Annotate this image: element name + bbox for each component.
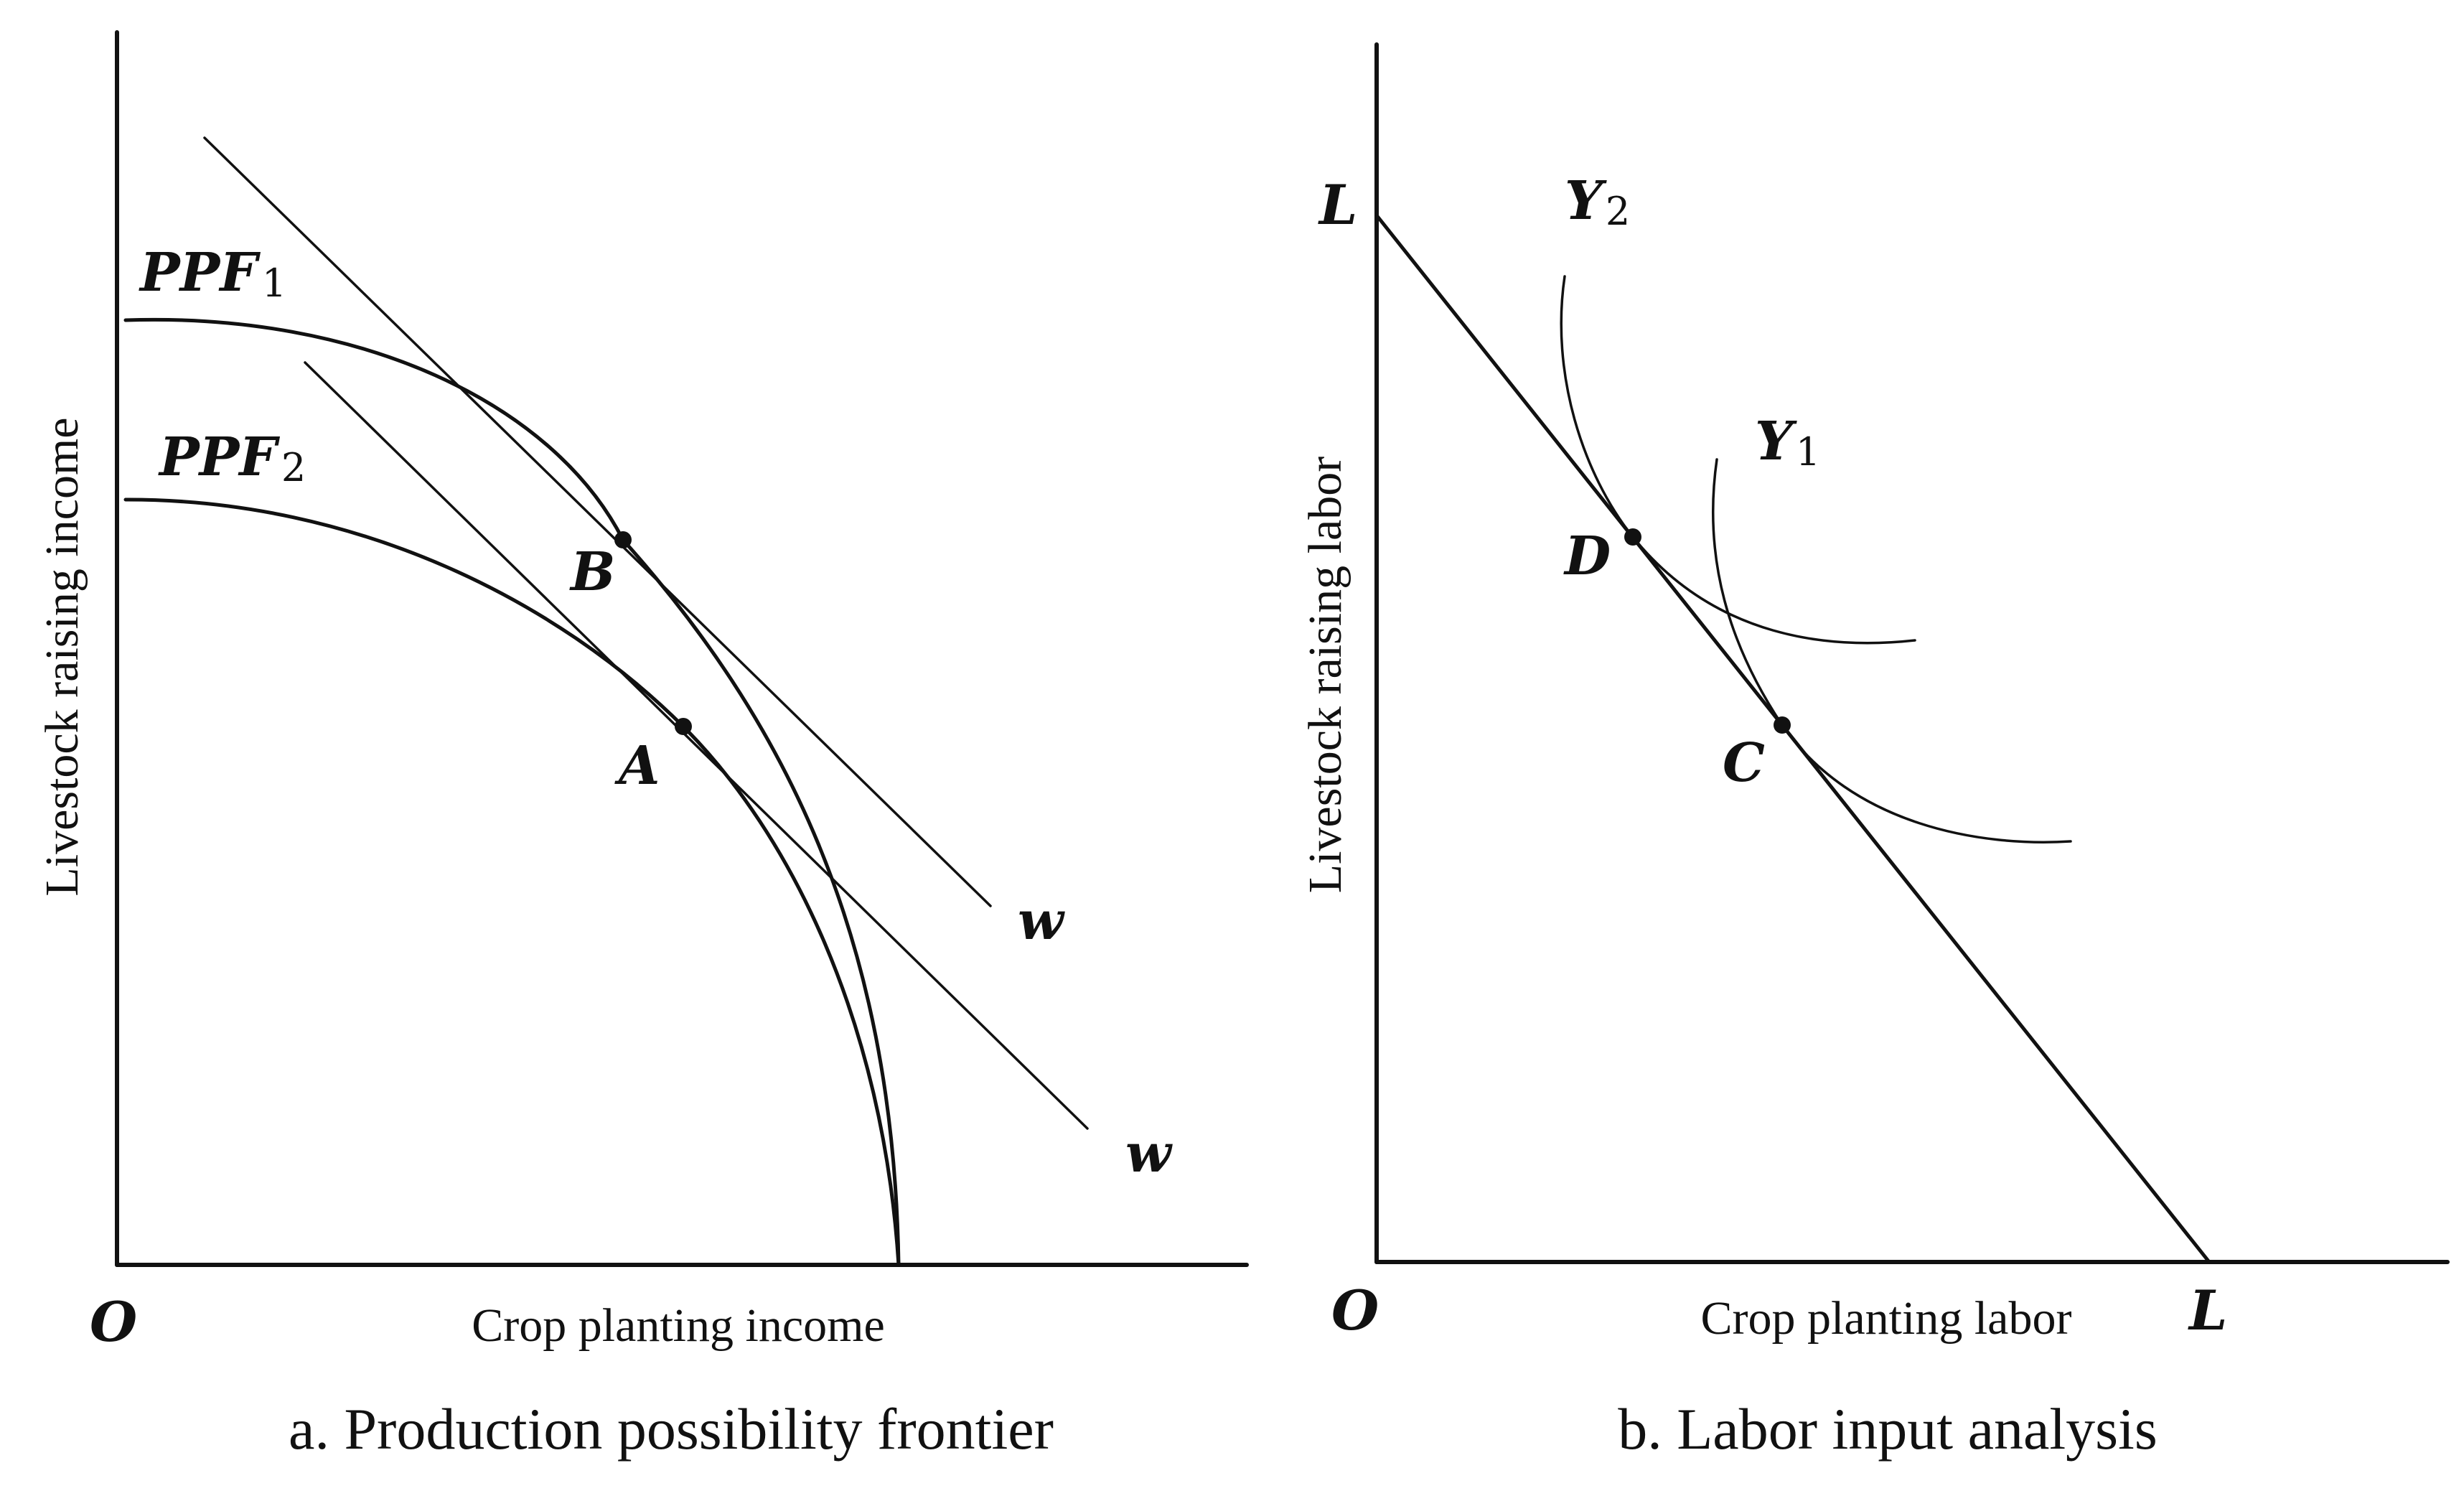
panel-b-y-axis-title: Livestock raising labor: [1299, 457, 1352, 894]
point-a-label: A: [614, 735, 660, 797]
y1-curve: [1712, 458, 2072, 843]
w-line-lower: [304, 361, 1089, 1130]
panel-b-x-axis-title: Crop planting labor: [1701, 1292, 2072, 1345]
point-b-label: B: [569, 541, 616, 603]
ppf1-label: PPF 1: [139, 242, 286, 306]
point-d-marker: [1624, 528, 1641, 546]
panel-a-x-axis-title: Crop planting income: [472, 1299, 885, 1352]
panel-a-y-axis-title: Livestock raising income: [36, 417, 88, 896]
ppf2-curve: [123, 497, 901, 1267]
panel-a: PPF 1 PPF 2 B A w w O Crop planting income…: [36, 30, 1249, 1462]
budget-x-intercept-label: L: [2188, 1279, 2227, 1342]
y2-curve: [1560, 275, 1916, 645]
y2-label: Y2: [1565, 170, 1630, 234]
point-a-marker: [675, 718, 692, 735]
panel-a-origin-label: O: [90, 1290, 137, 1354]
point-c-label: C: [1723, 732, 1765, 794]
panel-b-origin-label: O: [1331, 1279, 1379, 1342]
budget-y-intercept-label: L: [1318, 173, 1357, 237]
panel-b: Y2 Y1 D C L L O Crop planting labor Live…: [1299, 42, 2450, 1462]
w-label-upper: w: [1018, 890, 1065, 952]
panel-b-caption: b. Labor input analysis: [1618, 1396, 2158, 1462]
w-line-upper: [203, 136, 992, 907]
ppf2-label: PPF 2: [158, 426, 306, 490]
ppf1-curve: [123, 317, 901, 1267]
point-b-marker: [614, 531, 632, 548]
w-label-lower: w: [1125, 1123, 1173, 1184]
point-c-marker: [1774, 716, 1791, 734]
point-d-label: D: [1563, 525, 1611, 587]
panel-a-caption: a. Production possibility frontier: [289, 1396, 1054, 1462]
y1-label: Y1: [1755, 411, 1820, 475]
